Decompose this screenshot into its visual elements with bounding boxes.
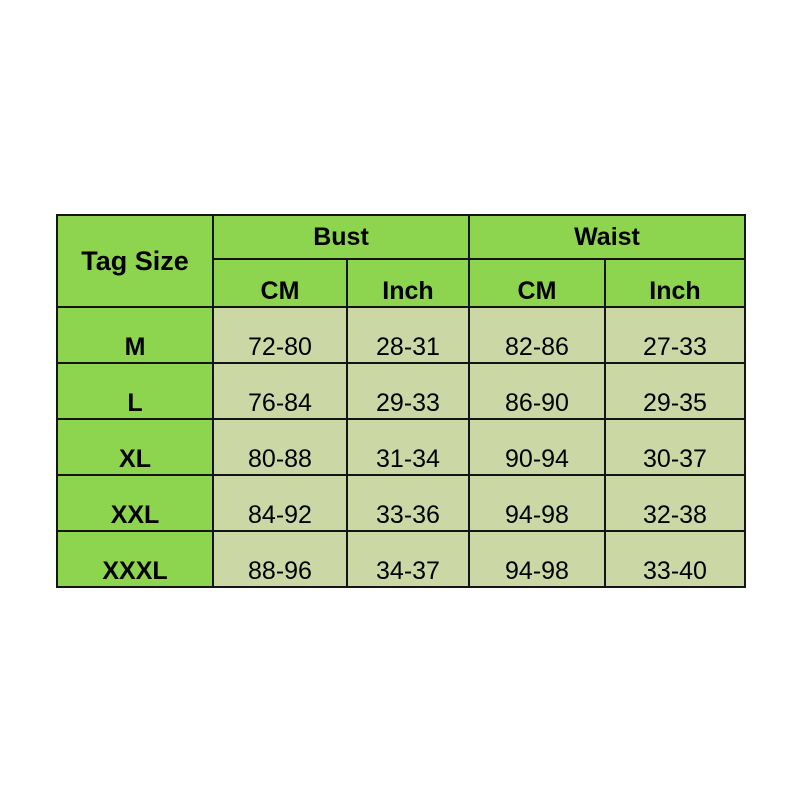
size-label: L bbox=[56, 362, 214, 420]
bust-cm-value: 84-92 bbox=[212, 474, 348, 532]
waist-inch-value: 27-33 bbox=[604, 306, 746, 364]
waist-cm-value: 94-98 bbox=[468, 474, 606, 532]
size-label: M bbox=[56, 306, 214, 364]
bust-cm-value: 72-80 bbox=[212, 306, 348, 364]
header-bust-inch: Inch bbox=[346, 258, 470, 308]
header-bust-cm: CM bbox=[212, 258, 348, 308]
waist-cm-value: 82-86 bbox=[468, 306, 606, 364]
waist-inch-value: 29-35 bbox=[604, 362, 746, 420]
bust-inch-value: 29-33 bbox=[346, 362, 470, 420]
header-waist-cm: CM bbox=[468, 258, 606, 308]
size-label: XXXL bbox=[56, 530, 214, 588]
waist-cm-value: 90-94 bbox=[468, 418, 606, 476]
header-waist: Waist bbox=[468, 214, 746, 260]
header-waist-inch: Inch bbox=[604, 258, 746, 308]
bust-inch-value: 33-36 bbox=[346, 474, 470, 532]
header-bust: Bust bbox=[212, 214, 470, 260]
table-row-m: M 72-80 28-31 82-86 27-33 bbox=[56, 306, 746, 364]
table-row-xl: XL 80-88 31-34 90-94 30-37 bbox=[56, 418, 746, 476]
size-label: XL bbox=[56, 418, 214, 476]
size-label: XXL bbox=[56, 474, 214, 532]
bust-inch-value: 28-31 bbox=[346, 306, 470, 364]
bust-cm-value: 80-88 bbox=[212, 418, 348, 476]
bust-cm-value: 88-96 bbox=[212, 530, 348, 588]
waist-inch-value: 32-38 bbox=[604, 474, 746, 532]
table-row-xxxl: XXXL 88-96 34-37 94-98 33-40 bbox=[56, 530, 746, 588]
table-row-l: L 76-84 29-33 86-90 29-35 bbox=[56, 362, 746, 420]
bust-inch-value: 34-37 bbox=[346, 530, 470, 588]
waist-cm-value: 86-90 bbox=[468, 362, 606, 420]
header-tag-size: Tag Size bbox=[56, 214, 214, 308]
waist-inch-value: 30-37 bbox=[604, 418, 746, 476]
header-unit-row: CM Inch CM Inch bbox=[57, 258, 746, 308]
size-chart-table: Tag Size Bust Waist CM Inch CM Inch M 72… bbox=[56, 214, 746, 588]
waist-cm-value: 94-98 bbox=[468, 530, 606, 588]
table-row-xxl: XXL 84-92 33-36 94-98 32-38 bbox=[56, 474, 746, 532]
bust-cm-value: 76-84 bbox=[212, 362, 348, 420]
waist-inch-value: 33-40 bbox=[604, 530, 746, 588]
header-group-row: Tag Size Bust Waist bbox=[56, 214, 746, 308]
bust-inch-value: 31-34 bbox=[346, 418, 470, 476]
